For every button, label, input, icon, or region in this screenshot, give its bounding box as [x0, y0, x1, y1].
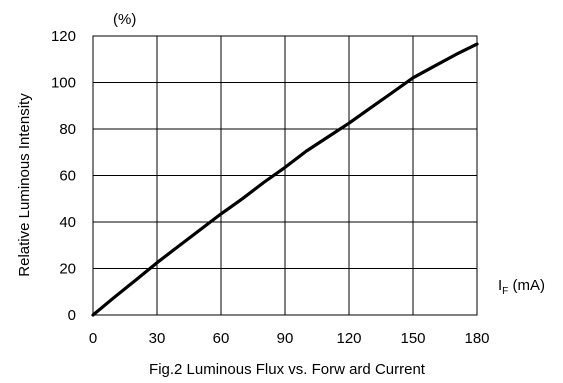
- series-line: [91, 42, 479, 317]
- x-axis-label-unit: (mA): [508, 277, 545, 294]
- chart-title: Fig.2 Luminous Flux vs. Forw ard Current: [149, 361, 426, 378]
- y-tick-label: 120: [51, 28, 76, 45]
- x-tick-label: 120: [336, 330, 361, 347]
- y-tick-label: 40: [59, 214, 76, 231]
- y-axis-tick-labels: 0 20 40 60 80 100 120: [51, 28, 76, 324]
- y-tick-label: 100: [51, 75, 76, 92]
- x-tick-label: 150: [400, 330, 425, 347]
- x-tick-label: 60: [213, 330, 230, 347]
- y-tick-label: 20: [59, 261, 76, 278]
- x-axis-label-subscript: F: [502, 286, 508, 297]
- x-tick-label: 90: [277, 330, 294, 347]
- x-tick-label: 0: [89, 330, 97, 347]
- y-tick-label: 60: [59, 168, 76, 185]
- x-axis-label: IF (mA): [498, 277, 545, 297]
- x-axis-tick-labels: 0 30 60 90 120 150 180: [89, 330, 490, 347]
- y-axis-label: Relative Luminous Intensity: [16, 93, 33, 277]
- y-tick-label: 0: [68, 307, 76, 324]
- grid: [92, 35, 478, 316]
- y-axis-unit-label: (%): [113, 11, 136, 28]
- x-axis-label-symbol: I: [498, 277, 502, 294]
- plot-area-frame: [92, 35, 478, 316]
- y-tick-label: 80: [59, 121, 76, 138]
- x-tick-label: 180: [464, 330, 489, 347]
- x-tick-label: 30: [149, 330, 166, 347]
